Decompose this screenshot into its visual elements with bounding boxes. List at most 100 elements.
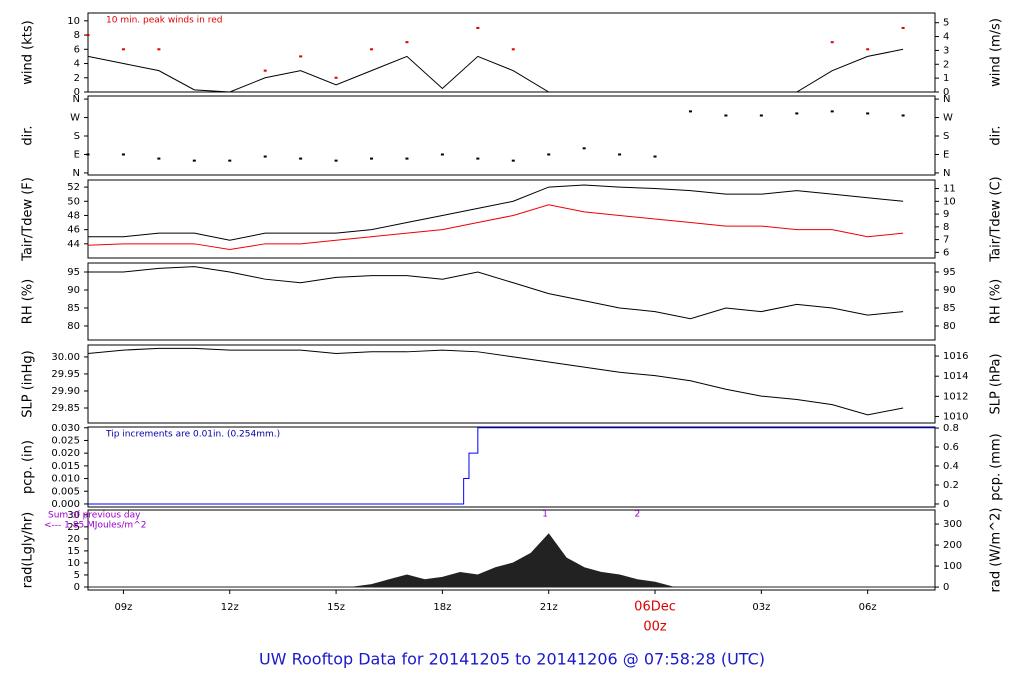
data-point	[121, 48, 125, 51]
y-tick-label: 0.010	[51, 474, 80, 485]
data-point	[334, 76, 338, 79]
y-tick-label: N	[73, 168, 80, 179]
x-tick-label: 15z	[327, 602, 345, 613]
panel-frame	[87, 426, 936, 508]
y2-tick-label: 0	[943, 87, 949, 98]
data-point	[157, 157, 161, 160]
data-point	[830, 110, 834, 113]
data-point	[299, 157, 303, 160]
y2-tick-label: 11	[943, 184, 956, 195]
y2-axis-label: pcp. (mm)	[989, 433, 1004, 500]
y-axis-label: Tair/Tdew (F)	[21, 177, 36, 262]
data-point	[795, 112, 799, 115]
y-axis-label: wind (kts)	[21, 20, 36, 84]
data-point	[334, 159, 338, 162]
y-tick-label: 5	[74, 570, 80, 581]
y-tick-label: 44	[67, 239, 80, 250]
y-tick-label: E	[74, 149, 80, 160]
y2-tick-label: 90	[943, 285, 956, 296]
x-tick-label: 09z	[114, 602, 132, 613]
y-tick-label: 29.95	[51, 369, 80, 380]
y2-axis-label: dir.	[989, 125, 1004, 145]
y2-tick-label: 0.2	[943, 480, 959, 491]
y2-tick-label: 8	[943, 222, 949, 233]
data-point	[228, 159, 232, 162]
annotation: <--- 1.85 MJoules/m^2	[44, 521, 146, 531]
y-tick-label: 0.030	[51, 423, 80, 434]
y-tick-label: 90	[67, 285, 80, 296]
y-tick-label: N	[73, 94, 80, 105]
data-point	[901, 26, 905, 29]
y-tick-label: 50	[67, 196, 80, 207]
data-line	[87, 204, 904, 250]
data-line	[88, 184, 904, 241]
y2-axis-label: rad (W/m^2)	[989, 508, 1004, 593]
y2-tick-label: 6	[943, 247, 949, 258]
y2-tick-label: 1014	[943, 371, 968, 382]
y-tick-label: 10	[67, 558, 80, 569]
y-tick-label: 0.020	[51, 448, 80, 459]
y2-tick-label: 0	[943, 582, 949, 593]
y-tick-label: 0.025	[51, 435, 80, 446]
y2-tick-label: 3	[943, 45, 949, 56]
y2-tick-label: N	[943, 94, 950, 105]
data-point	[724, 114, 728, 117]
panel-frame	[87, 179, 936, 259]
panel-frame	[87, 344, 936, 424]
y2-tick-label: 85	[943, 303, 956, 314]
y2-tick-label: 1	[943, 73, 949, 84]
y-tick-label: 95	[67, 267, 80, 278]
y2-tick-label: 300	[943, 519, 962, 530]
y2-tick-label: 9	[943, 209, 949, 220]
y-axis-label: rad(Lgly/hr)	[21, 512, 36, 588]
y2-tick-label: 0.4	[943, 461, 959, 472]
y-tick-label: 20	[67, 534, 80, 545]
x-tick-label: 18z	[433, 602, 451, 613]
data-line	[87, 347, 904, 416]
y2-tick-label: 0	[943, 499, 949, 510]
y2-tick-label: 200	[943, 540, 962, 551]
y-tick-label: 30.00	[51, 352, 80, 363]
y-tick-label: 10	[67, 16, 80, 27]
y2-tick-label: 0.6	[943, 442, 959, 453]
data-point	[866, 112, 870, 115]
y-axis-label: RH (%)	[21, 279, 36, 324]
x-tick-label: 06Dec	[634, 600, 676, 615]
data-point	[370, 157, 374, 160]
y2-tick-label: E	[943, 149, 949, 160]
data-point	[476, 26, 480, 29]
y-tick-label: 29.90	[51, 386, 80, 397]
panel-frame	[87, 509, 936, 591]
y-tick-label: 8	[74, 30, 80, 41]
data-line	[88, 427, 935, 505]
data-point	[440, 153, 444, 156]
data-point	[688, 110, 692, 113]
y2-axis-label: Tair/Tdew (C)	[989, 176, 1004, 262]
x-tick-label: 21z	[540, 602, 558, 613]
y-tick-label: 6	[74, 44, 80, 55]
y-tick-label: 4	[74, 59, 80, 70]
y-tick-label: 0.015	[51, 461, 80, 472]
y-tick-label: 48	[67, 210, 80, 221]
data-point	[405, 41, 409, 44]
y2-tick-label: W	[943, 113, 953, 124]
y-tick-label: 0	[74, 582, 80, 593]
data-area	[88, 533, 935, 588]
data-point	[511, 48, 515, 51]
y-axis-label: SLP (inHg)	[21, 350, 36, 418]
y2-axis-label: wind (m/s)	[989, 18, 1004, 87]
x-tick-label: 12z	[221, 602, 239, 613]
annotation: Tip increments are 0.01in. (0.254mm.)	[105, 430, 280, 440]
panel-frame	[87, 95, 936, 176]
y2-axis-label: RH (%)	[989, 279, 1004, 324]
data-point	[759, 114, 763, 117]
y-tick-label: 2	[74, 73, 80, 84]
annotation: Sum of previous day	[48, 511, 141, 521]
data-point	[86, 34, 90, 37]
y2-tick-label: 5	[943, 18, 949, 29]
data-point	[157, 48, 161, 51]
data-point	[582, 147, 586, 150]
y-axis-label: pcp. (in)	[21, 440, 36, 494]
x-tick-sublabel: 00z	[643, 620, 667, 635]
